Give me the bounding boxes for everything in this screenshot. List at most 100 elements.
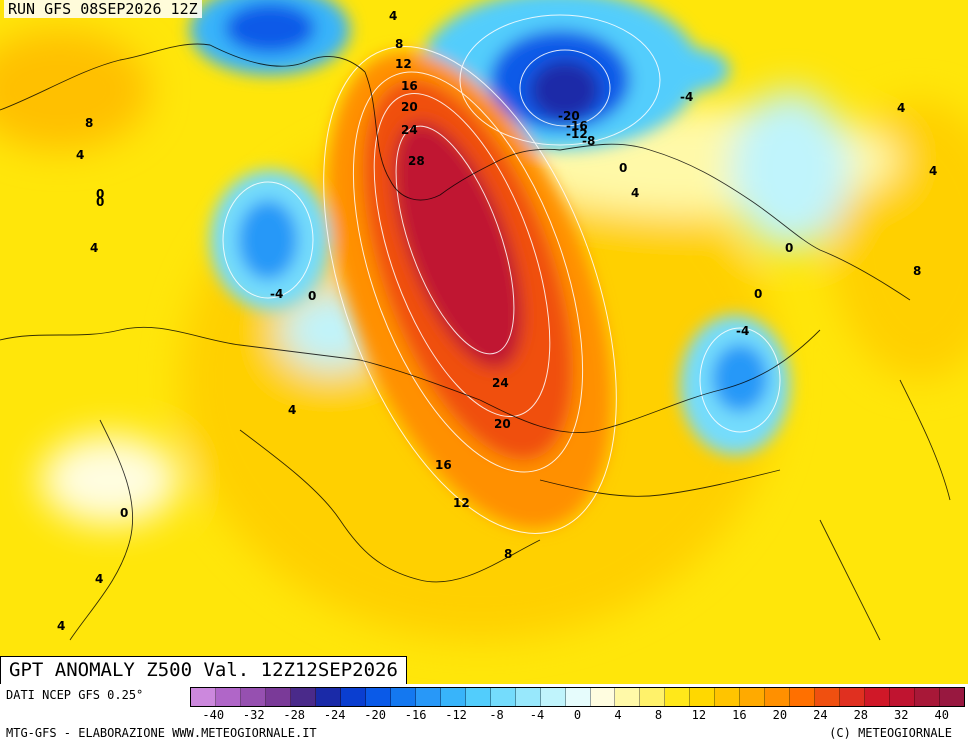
contour-label: -4 (680, 90, 693, 104)
color-scale-cell (615, 688, 641, 706)
contour-label: 0 (120, 506, 128, 520)
contour-label: 4 (288, 403, 296, 417)
run-label: RUN GFS 08SEP2026 12Z (4, 0, 202, 18)
color-scale-cell (890, 688, 916, 706)
color-scale-tick-label: -20 (364, 708, 386, 722)
contour-label: 0 (754, 287, 762, 301)
map-title: GPT ANOMALY Z500 Val. 12Z12SEP2026 (0, 656, 407, 685)
color-scale-tick-label: 4 (614, 708, 622, 722)
contour-line (519, 49, 611, 127)
color-scale-cell (740, 688, 766, 706)
data-source-label: DATI NCEP GFS 0.25° (6, 688, 144, 702)
color-scale-cell (340, 688, 366, 706)
border (69, 419, 134, 641)
border (239, 429, 541, 583)
contour-label: 4 (76, 148, 84, 162)
cold-core-north-east (650, 48, 730, 92)
contour-label: 4 (631, 186, 639, 200)
contour-label: 4 (57, 619, 65, 633)
color-scale-ticks: -40 -32 -28 -24 -20 -16 -12 -8 -4 0 4 8 12 16 20 24 28 32… (190, 708, 965, 724)
border (899, 379, 951, 501)
color-scale-cell (365, 688, 391, 706)
neutral-area-west (40, 435, 180, 525)
contour-label: 0 (96, 195, 104, 209)
contour-line (699, 327, 781, 433)
contour-label: 8 (913, 264, 921, 278)
contour-line (373, 92, 551, 418)
color-scale-cell (765, 688, 791, 706)
color-scale-cell (790, 688, 816, 706)
color-scale-tick-label: 20 (772, 708, 788, 722)
warm-core-inner (393, 121, 523, 369)
coastline (364, 71, 561, 201)
contour-label: 0 (308, 289, 316, 303)
footer: DATI NCEP GFS 0.25° -40 -32 -28 -24 -20 -16 -1… (0, 684, 968, 745)
coastline (559, 143, 911, 301)
cold-core-north-inner (530, 60, 600, 120)
anomaly-cores (190, 0, 790, 529)
color-scale-cell (915, 688, 941, 706)
color-scale-tick-label: 40 (934, 708, 949, 722)
color-scale-cell (265, 688, 291, 706)
color-scale-cell (240, 688, 266, 706)
color-scale-cell (590, 688, 616, 706)
contour-label: 4 (90, 241, 98, 255)
color-scale-tick-label: -16 (404, 708, 427, 722)
contour-label: 4 (389, 9, 397, 23)
contour-label: -12 (566, 127, 588, 141)
color-scale-cell (215, 688, 241, 706)
color-scale-cell (840, 688, 866, 706)
color-scale-tick-label: 0 (573, 708, 582, 722)
color-scale-tick-label: -12 (445, 708, 467, 722)
contour-label: -4 (736, 324, 749, 338)
contour-label: 16 (435, 458, 452, 472)
contour-label: 12 (395, 57, 412, 71)
contour-label: -4 (270, 287, 283, 301)
color-scale-cell (440, 688, 466, 706)
color-scale-cell (490, 688, 516, 706)
color-scale-tick-label: -8 (489, 708, 504, 722)
contour-label: 8 (85, 116, 93, 130)
contour-label: -20 (558, 109, 580, 123)
color-scale-tick-label: -40 (202, 708, 225, 722)
color-scale-tick-label: 16 (732, 708, 747, 722)
cold-area-northeast (730, 90, 850, 250)
contour-line (459, 14, 661, 146)
color-scale-cell (940, 688, 965, 706)
border (819, 519, 881, 641)
color-scale-cell (290, 688, 316, 706)
color-scale-cell (540, 688, 566, 706)
contour-label: -8 (582, 134, 595, 148)
color-scale-cell (565, 688, 591, 706)
contour-label: 4 (929, 164, 937, 178)
color-scale-cell (415, 688, 441, 706)
color-scale-tick-label: 24 (813, 708, 828, 722)
contour-label: 0 (619, 161, 627, 175)
cold-core-west-inner (238, 200, 298, 280)
color-scale-cell (865, 688, 891, 706)
contour-label: 20 (494, 417, 511, 431)
color-scale-tick-label: 8 (654, 708, 663, 722)
contour-line (352, 71, 584, 473)
contour-label: 8 (504, 547, 512, 561)
map-canvas: 4 8 12 16 20 24 28 8 4 0 0 4 -4 0 4 0 -2… (0, 0, 968, 684)
color-scale-cell (390, 688, 416, 706)
coastline (0, 43, 366, 111)
warm-area-northwest (0, 30, 150, 150)
contour-line (222, 181, 314, 299)
color-scale-cell (815, 688, 841, 706)
color-scale-tick-label: -4 (529, 708, 545, 722)
color-scale-tick-label: 28 (853, 708, 869, 722)
contour-line (323, 46, 617, 534)
contour-label: 20 (401, 100, 418, 114)
color-scale-cell (315, 688, 341, 706)
color-scale-cell (715, 688, 741, 706)
cold-core-east-inner (712, 344, 768, 412)
contour-label: 24 (492, 376, 509, 390)
contour-label: 28 (408, 154, 425, 168)
color-scale-cell (665, 688, 691, 706)
contour-label: 0 (96, 187, 104, 201)
contour-label: 8 (395, 37, 403, 51)
color-scale-cell (690, 688, 716, 706)
contour-label: 16 (401, 79, 418, 93)
